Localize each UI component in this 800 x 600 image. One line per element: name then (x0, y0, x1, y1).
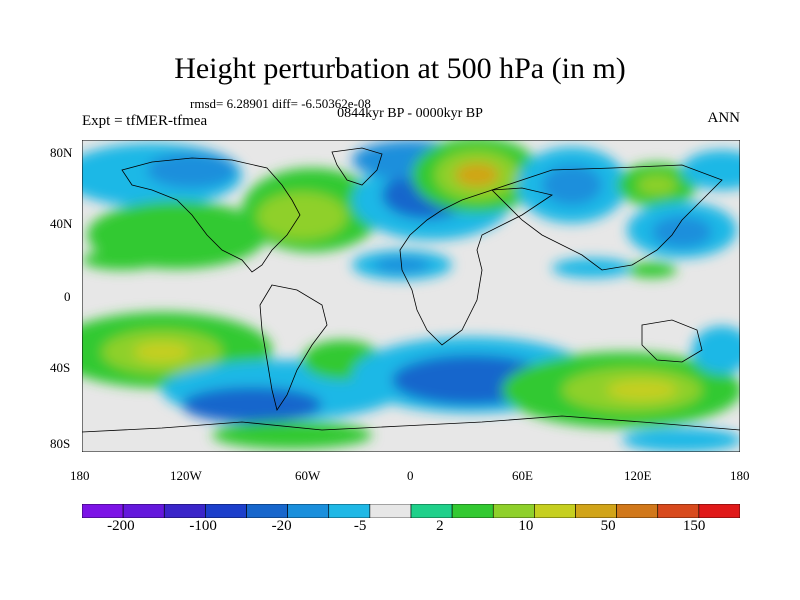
anomaly-field (82, 140, 740, 452)
colorbar-swatch (534, 504, 576, 518)
coastlines (82, 147, 740, 433)
lon-label-60e: 60E (512, 468, 533, 483)
lat-label-80s: 80S (50, 436, 71, 451)
map-title: Height perturbation at 500 hPa (in m) (174, 52, 626, 85)
lon-label-180e: 180 (730, 468, 750, 483)
colorbar-swatch (451, 504, 494, 518)
period-text: 0844kyr BP - 0000kyr BP (337, 106, 483, 121)
season-label: ANN (707, 110, 741, 126)
colorbar-swatch (246, 504, 288, 518)
lat-label-0: 0 (64, 289, 71, 304)
colorbar-label: 50 (600, 518, 616, 534)
lon-label-60w: 60W (295, 468, 321, 483)
colorbar (82, 504, 740, 518)
colorbar-swatch (698, 504, 740, 518)
colorbar-swatch (657, 504, 700, 518)
lon-label-120w: 120W (170, 468, 202, 483)
colorbar-swatch (328, 504, 371, 518)
colorbar-swatch (122, 504, 165, 518)
colorbar-label: 10 (518, 518, 534, 534)
colorbar-swatch (410, 504, 453, 518)
colorbar-swatch (287, 504, 330, 518)
stats-text: rmsd= 6.28901 diff= -6.50362e-08 (190, 96, 371, 111)
lon-label-120e: 120E (624, 468, 652, 483)
colorbar-label: -200 (107, 518, 135, 534)
colorbar-swatch (163, 504, 206, 518)
lat-label-80n: 80N (50, 145, 73, 160)
lon-label-180w: 180 (70, 468, 90, 483)
height-perturbation-map (82, 140, 740, 452)
colorbar-swatch (205, 504, 247, 518)
colorbar-label: -100 (189, 518, 217, 534)
colorbar-label: -5 (353, 518, 367, 534)
colorbar-swatch (82, 504, 124, 518)
colorbar-label: -20 (271, 518, 292, 534)
experiment-label: Expt = tfMER-tfmea (82, 113, 208, 129)
colorbar-swatch (369, 504, 412, 518)
lat-label-40n: 40N (50, 216, 73, 231)
lon-label-0: 0 (407, 468, 414, 483)
lat-label-40s: 40S (50, 360, 71, 375)
colorbar-swatch (616, 504, 659, 518)
colorbar-swatch (492, 504, 535, 518)
colorbar-swatch (575, 504, 617, 518)
colorbar-label: 150 (682, 518, 706, 534)
colorbar-label: 2 (436, 518, 444, 534)
